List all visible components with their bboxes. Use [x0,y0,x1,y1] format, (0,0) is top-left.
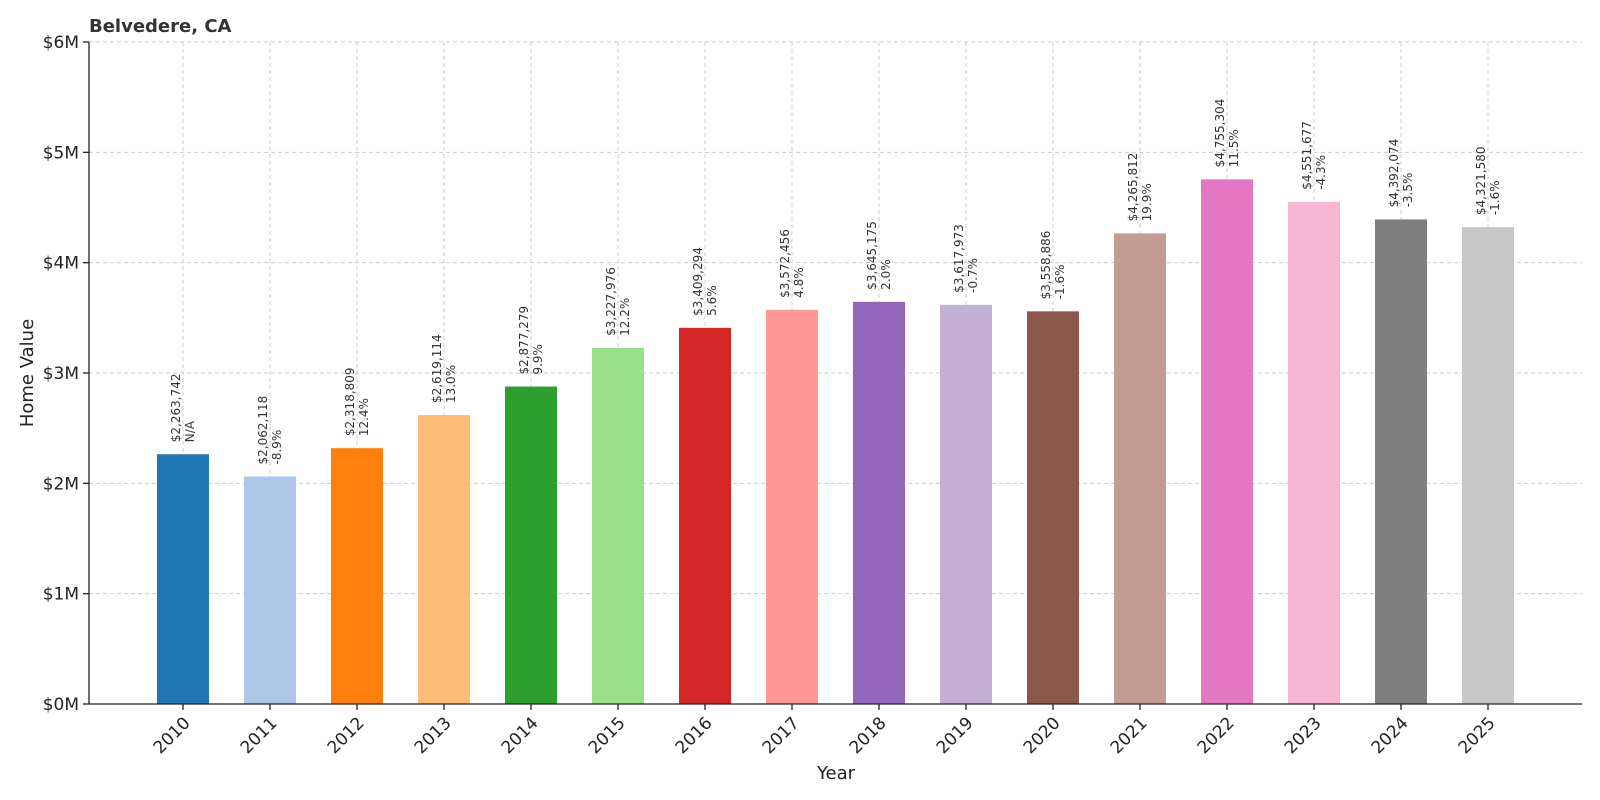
data-label-group-2022: $4,755,304 11.5% [1213,99,1241,168]
data-label-group-2012: $2,318,809 12.4% [343,367,371,436]
x-tick-label: 2021 [1107,713,1152,758]
value-label: $4,551,677 [1300,121,1314,190]
x-tick-label: 2015 [585,713,630,758]
chart-title: Belvedere, CA [89,16,232,37]
y-tick-label: $5M [43,143,79,163]
bar-2023 [1288,201,1340,704]
value-label: $4,321,580 [1474,146,1488,215]
bar-2019 [940,304,992,704]
value-label: $4,392,074 [1387,139,1401,208]
bar-2015 [592,347,644,704]
change-label: -1.6% [1488,180,1502,215]
x-tick-label: 2014 [498,713,543,758]
change-label: -3.5% [1401,173,1415,208]
value-label: $2,263,742 [169,374,183,443]
change-label: 12.2% [618,298,632,336]
y-axis-label: Home Value [17,319,38,427]
value-label: $3,227,976 [604,267,618,336]
data-label-group-2018: $3,645,175 2.0% [865,221,893,290]
value-label: $3,558,886 [1039,231,1053,300]
data-label-group-2025: $4,321,580 -1.6% [1474,146,1502,215]
value-label: $3,617,973 [952,224,966,293]
x-tick-label: 2022 [1194,713,1239,758]
data-label-group-2023: $4,551,677 -4.3% [1300,121,1328,190]
x-tick-label: 2024 [1368,713,1413,758]
change-label: 12.4% [357,398,371,436]
data-label-group-2017: $3,572,456 4.8% [778,229,806,298]
value-label: $2,877,279 [517,306,531,375]
x-tick-label: 2020 [1020,713,1065,758]
x-tick-labels: 2010 2011 2012 2013 2014 2015 2016 2017 2018 2019… [150,713,1500,758]
bar-2024 [1375,219,1427,704]
change-label: 2.0% [879,259,893,290]
y-tick-labels: $0M $1M $2M $3M $4M $5M $6M [43,33,79,715]
value-label: $3,572,456 [778,229,792,298]
bar-2020 [1027,311,1079,704]
data-label-group-2019: $3,617,973 -0.7% [952,224,980,293]
change-label: 4.8% [792,267,806,298]
value-label: $2,062,118 [256,396,270,465]
y-tick-label: $1M [43,585,79,605]
data-label-group-2020: $3,558,886 -1.6% [1039,231,1067,300]
change-label: N/A [183,420,197,442]
bar-2016 [679,327,731,704]
x-tick-label: 2012 [324,713,369,758]
value-label: $4,755,304 [1213,99,1227,168]
x-tick-label: 2010 [150,713,195,758]
bar-2018 [853,301,905,704]
change-label: 11.5% [1227,129,1241,167]
change-label: -1.6% [1053,265,1067,300]
data-label-group-2024: $4,392,074 -3.5% [1387,139,1415,208]
x-tick-label: 2025 [1455,713,1500,758]
x-tick-label: 2017 [759,713,804,758]
bars [157,179,1514,705]
axes [83,41,1582,710]
grid-lines [89,41,1582,705]
data-label-group-2016: $3,409,294 5.6% [691,247,719,316]
x-tick-label: 2011 [237,713,282,758]
bar-2012 [331,448,383,704]
x-tick-label: 2013 [411,713,456,758]
change-label: 13.0% [444,365,458,403]
bar-2021 [1114,233,1166,704]
value-label: $3,645,175 [865,221,879,290]
y-tick-label: $0M [43,695,79,715]
x-tick-label: 2023 [1281,713,1326,758]
bar-2022 [1201,179,1253,705]
data-label-group-2010: $2,263,742 N/A [169,374,197,443]
bar-2025 [1462,227,1514,704]
y-tick-label: $3M [43,364,79,384]
value-label: $2,619,114 [430,334,444,403]
x-tick-label: 2016 [672,713,717,758]
x-axis-label: Year [816,763,856,784]
value-label: $2,318,809 [343,367,357,436]
data-label-group-2021: $4,265,812 19.9% [1126,153,1154,222]
y-tick-label: $6M [43,33,79,53]
value-label: $3,409,294 [691,247,705,316]
change-label: 5.6% [705,285,719,316]
x-tick-label: 2018 [846,713,891,758]
change-label: -8.9% [270,430,284,465]
data-labels: $2,263,742 N/A $2,062,118 -8.9%$2,318,809 12… [169,99,1502,465]
data-label-group-2013: $2,619,114 13.0% [430,334,458,403]
bar-2013 [418,415,470,704]
bar-2011 [244,476,296,704]
bar-2010 [157,454,209,704]
y-tick-label: $2M [43,474,79,494]
change-label: -4.3% [1314,155,1328,190]
y-tick-label: $4M [43,254,79,274]
change-label: -0.7% [966,258,980,293]
data-label-group-2014: $2,877,279 9.9% [517,306,545,375]
change-label: 9.9% [531,344,545,375]
x-tick-label: 2019 [933,713,978,758]
data-label-group-2011: $2,062,118 -8.9% [256,396,284,465]
bar-2014 [505,386,557,704]
data-label-group-2015: $3,227,976 12.2% [604,267,632,336]
value-label: $4,265,812 [1126,153,1140,222]
change-label: 19.9% [1140,183,1154,221]
bar-2017 [766,309,818,704]
